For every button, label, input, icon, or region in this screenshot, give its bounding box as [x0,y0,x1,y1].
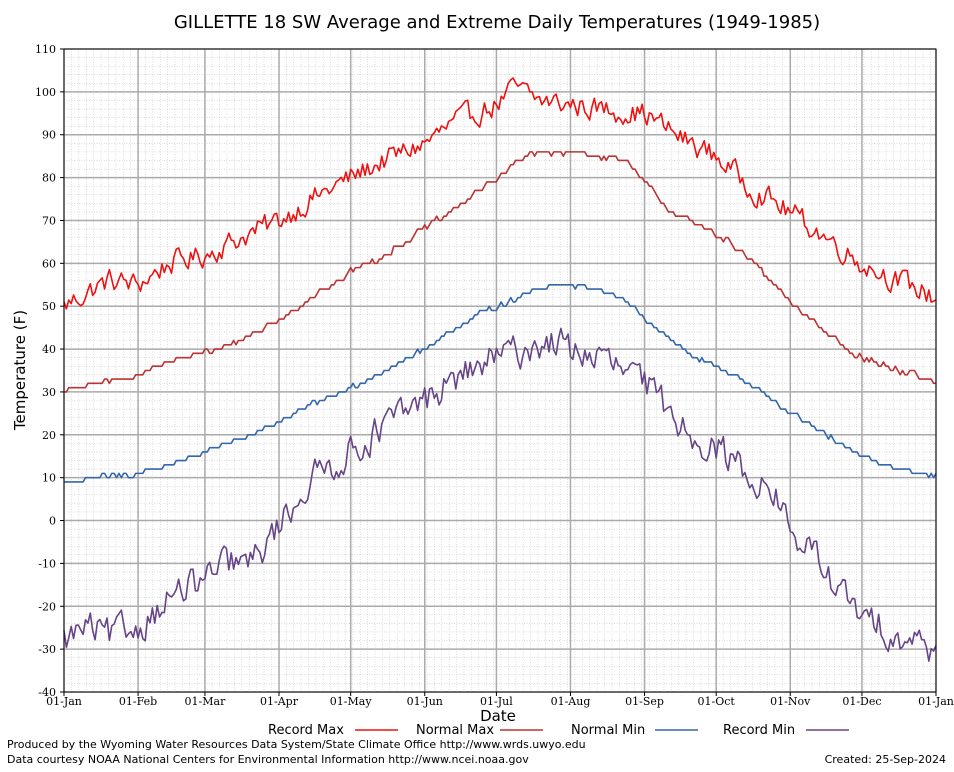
y-tick-label: 0 [49,515,56,528]
plot-frame [63,48,937,693]
x-tick-label: 01-Aug [551,695,591,708]
x-tick-label: 01-Oct [698,695,736,708]
chart-title: GILLETTE 18 SW Average and Extreme Daily… [174,12,820,33]
legend-label-record-max: Record Max [268,723,344,738]
x-tick-label: 01-May [330,695,373,708]
y-tick-label: 90 [42,129,56,142]
footer-created-date: Created: 25-Sep-2024 [825,753,946,766]
x-tick-label: 01-Jan [918,695,954,708]
x-tick-label: 01-Feb [119,695,157,708]
y-tick-label: 10 [42,472,56,485]
y-axis-label: Temperature (F) [11,310,29,431]
x-axis-label: Date [480,707,516,725]
footer-produced-by: Produced by the Wyoming Water Resources … [7,738,586,751]
y-tick-label: 50 [42,300,56,313]
tick-labels: -40 -30 -20 -10 0 10 20 30 40 50 60 70 80 90 100 110 01-… [35,43,954,708]
y-tick-label: -20 [38,600,56,613]
x-tick-label: 01-Mar [185,695,227,708]
y-tick-label: 70 [42,214,56,227]
y-tick-label: -30 [38,643,56,656]
normal-min-line [64,283,937,483]
x-tick-label: 01-Jul [480,695,513,708]
grid [63,48,937,693]
y-tick-label: 30 [42,386,56,399]
x-tick-label: 01-Jun [407,695,443,708]
axes [60,48,937,696]
legend-label-record-min: Record Min [723,723,795,738]
record-max-line [63,77,937,310]
y-tick-label: 110 [35,43,56,56]
x-tick-label: 01-Nov [770,695,811,708]
record-min-line [63,327,937,662]
plot-area [64,49,936,692]
y-tick-label: -10 [38,557,56,570]
x-tick-label: 01-Dec [842,695,881,708]
y-tick-label: -40 [38,686,56,699]
normal-max-line [64,151,936,393]
x-tick-label: 01-Sep [625,695,664,708]
y-tick-label: 60 [42,257,56,270]
legend-label-normal-max: Normal Max [416,723,494,738]
y-tick-label: 80 [42,172,56,185]
y-tick-label: 20 [42,429,56,442]
footer-data-courtesy: Data courtesy NOAA National Centers for … [7,753,529,766]
legend: Record Max Normal Max Normal Min Record Min [268,723,849,738]
y-tick-label: 100 [35,86,56,99]
series-lines [63,77,937,662]
x-tick-label: 01-Apr [260,695,299,708]
legend-label-normal-min: Normal Min [571,723,645,738]
y-tick-label: 40 [42,343,56,356]
x-tick-label: 01-Jan [46,695,82,708]
